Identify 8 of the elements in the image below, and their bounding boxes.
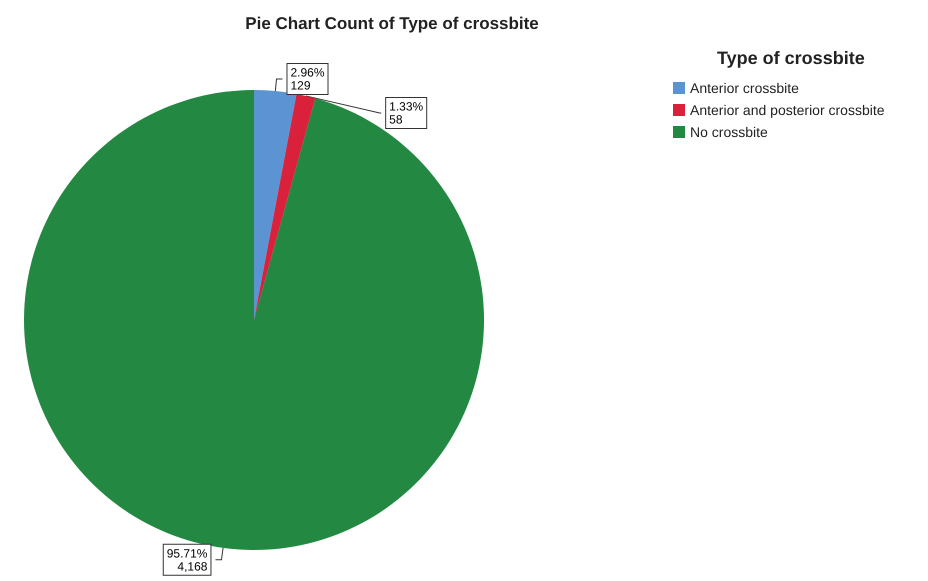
- legend-label: No crossbite: [690, 124, 768, 140]
- data-label: 95.71% 4,168: [166, 546, 208, 574]
- legend-label: Anterior crossbite: [690, 80, 800, 96]
- chart-title: Pie Chart Count of Type of crossbite: [245, 14, 539, 33]
- legend-title: Type of crossbite: [717, 48, 865, 68]
- data-label: 2.96% 129: [290, 66, 325, 93]
- legend-label: Anterior and posterior crossbite: [690, 102, 885, 118]
- data-label: 1.33% 58: [389, 100, 424, 127]
